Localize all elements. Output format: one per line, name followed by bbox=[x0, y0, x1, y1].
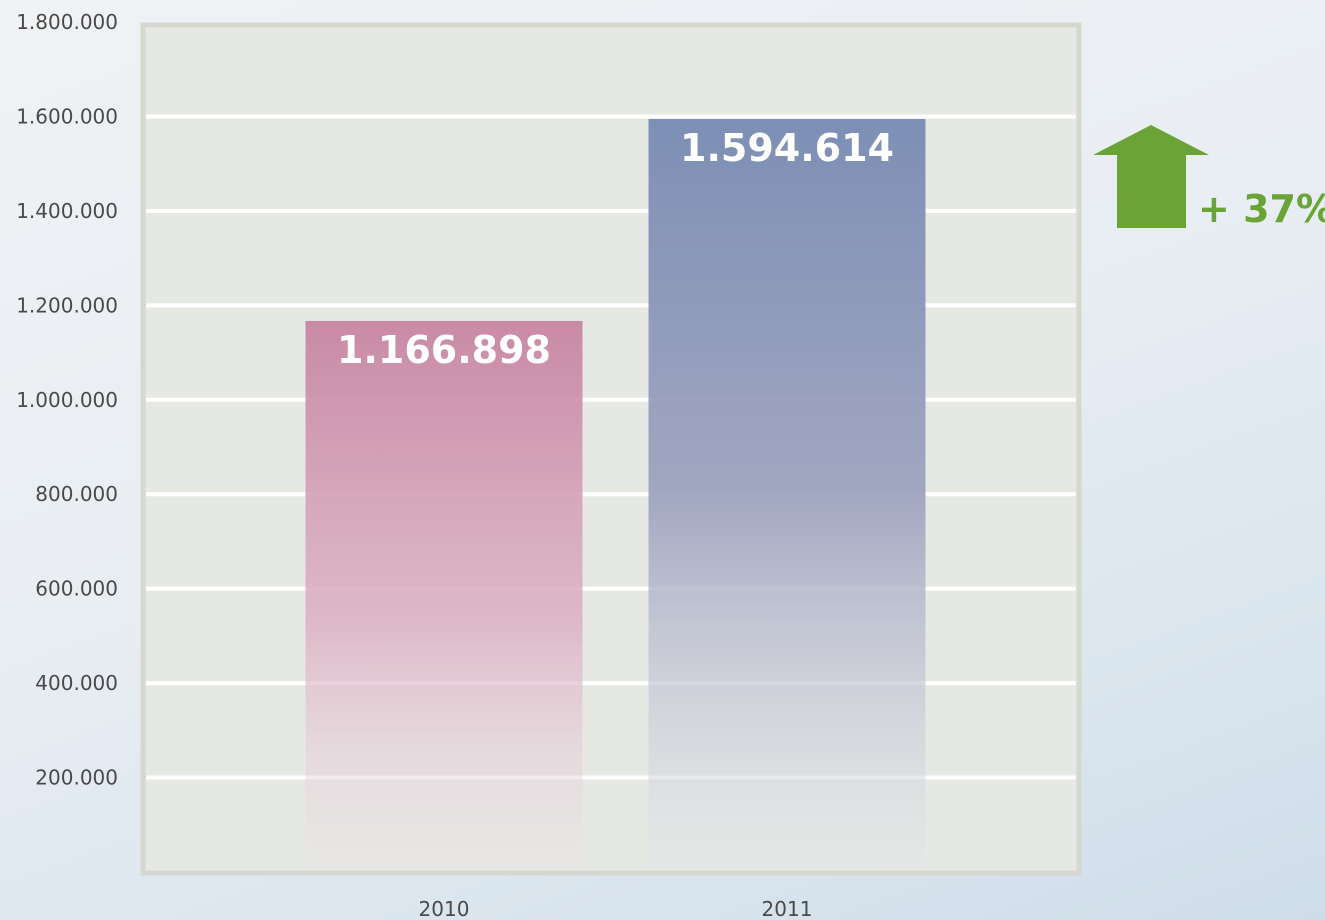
bar-2010 bbox=[305, 320, 583, 868]
y-tick-label: 200.000 bbox=[35, 766, 118, 790]
y-tick-label: 1.800.000 bbox=[16, 10, 118, 34]
plot-area bbox=[140, 22, 1082, 876]
y-tick-label: 1.000.000 bbox=[16, 388, 118, 412]
data-labels: 1.166.898 1.594.614 bbox=[337, 126, 894, 372]
data-label-2010: 1.166.898 bbox=[337, 328, 551, 372]
y-tick-label: 400.000 bbox=[35, 671, 118, 695]
y-tick-label: 600.000 bbox=[35, 577, 118, 601]
growth-percentage: + 37% bbox=[1198, 187, 1325, 231]
data-label-2011: 1.594.614 bbox=[680, 126, 894, 170]
up-arrow-icon bbox=[1093, 125, 1209, 228]
x-tick-label: 2010 bbox=[419, 897, 470, 920]
growth-annotation: + 37% bbox=[1093, 125, 1325, 231]
y-tick-label: 1.400.000 bbox=[16, 199, 118, 223]
y-tick-label: 800.000 bbox=[35, 482, 118, 506]
y-axis-ticks: 200.000 400.000 600.000 800.000 1.000.000 1.2… bbox=[16, 10, 118, 790]
grid-lines bbox=[146, 114, 1076, 780]
x-tick-label: 2011 bbox=[762, 897, 813, 920]
y-tick-label: 1.600.000 bbox=[16, 104, 118, 128]
y-tick-label: 1.200.000 bbox=[16, 293, 118, 317]
bars bbox=[305, 118, 926, 868]
bar-2011 bbox=[648, 118, 926, 868]
x-axis-labels: 2010 2011 bbox=[419, 897, 813, 920]
